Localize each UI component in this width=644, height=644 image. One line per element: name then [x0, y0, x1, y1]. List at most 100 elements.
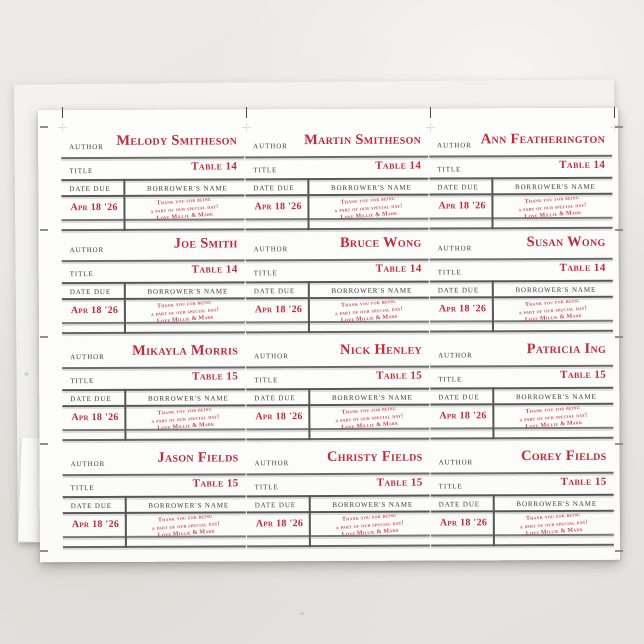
rule-line — [61, 331, 245, 335]
library-card: Nick Henley AUTHOR TITLE Table 15 DATE D… — [246, 337, 430, 445]
date-due-value: Apr 18 '26 — [439, 517, 488, 529]
guest-name: Joe Smith — [173, 235, 238, 252]
rule-line — [430, 364, 614, 368]
rule-line — [62, 438, 246, 442]
library-card: Corey Fields AUTHOR TITLE Table 15 DATE … — [430, 443, 614, 551]
rule-line — [430, 436, 614, 440]
table-number: Table 14 — [375, 262, 422, 275]
crop-dash-icon — [40, 550, 48, 552]
date-due-value: Apr 18 '26 — [71, 411, 119, 424]
crop-dash-icon — [40, 126, 48, 128]
rule-line — [61, 156, 245, 160]
borrowers-name-label: BORROWER'S NAME — [330, 183, 412, 192]
rule-line — [246, 387, 430, 391]
table-number: Table 15 — [560, 368, 607, 381]
date-due-label: DATE DUE — [70, 394, 112, 404]
rule-line — [245, 258, 429, 262]
thank-you-stamp: Thank you for being a part of our specia… — [127, 194, 242, 225]
rule-line — [245, 155, 429, 159]
library-card: Susan Wong AUTHOR TITLE Table 14 DATE DU… — [429, 229, 614, 337]
title-label: TITLE — [69, 167, 94, 176]
borrowers-name-label: BORROWER'S NAME — [148, 501, 230, 510]
library-card: Ann Featherington AUTHOR TITLE Table 14 … — [429, 126, 613, 230]
rule-line — [429, 176, 613, 180]
author-label: AUTHOR — [253, 245, 289, 254]
column-divider — [123, 178, 126, 231]
title-label: TITLE — [254, 376, 279, 385]
guest-name: Corey Fields — [521, 447, 607, 465]
rule-line — [430, 493, 614, 497]
rule-line — [429, 154, 613, 158]
library-card: Jason Fields AUTHOR TITLE Table 15 DATE … — [62, 444, 246, 552]
thank-you-stamp: Thank you for being a part of our specia… — [495, 193, 610, 224]
rule-line — [245, 177, 429, 181]
date-due-label: DATE DUE — [254, 394, 296, 403]
author-label: AUTHOR — [70, 459, 106, 469]
borrowers-name-label: BORROWER'S NAME — [331, 393, 413, 402]
crop-dash-icon — [615, 336, 623, 338]
guest-name: Mikayla Morris — [132, 342, 239, 359]
cards-grid: Melody Smitheson AUTHOR TITLE Table 14 D… — [61, 126, 615, 552]
rule-line — [246, 365, 430, 369]
thank-you-stamp: Thank you for being a part of our specia… — [312, 511, 427, 542]
date-due-value: Apr 18 '26 — [255, 518, 304, 530]
thank-you-stamp: Thank you for being a part of our specia… — [495, 296, 610, 327]
column-divider — [492, 494, 495, 547]
library-card: Christy Fields AUTHOR TITLE Table 15 DAT… — [246, 444, 430, 552]
title-label: TITLE — [70, 377, 95, 386]
library-card: Martin Smitheson AUTHOR TITLE Table 14 D… — [245, 127, 429, 231]
table-number: Table 15 — [192, 370, 239, 383]
rule-line — [246, 544, 430, 548]
rule-line — [245, 280, 429, 284]
rule-line — [429, 279, 613, 283]
author-label: AUTHOR — [438, 351, 473, 360]
rule-line — [245, 330, 429, 334]
author-label: AUTHOR — [438, 458, 474, 467]
table-number: Table 15 — [376, 369, 423, 382]
rule-line — [430, 471, 614, 475]
registration-plus-icon — [58, 123, 67, 132]
place-cards-sheet: Melody Smitheson AUTHOR TITLE Table 14 D… — [38, 107, 620, 563]
guest-name: Patricia Ing — [526, 340, 607, 358]
rule-line — [61, 259, 245, 263]
column-divider — [491, 177, 494, 230]
library-card: Joe Smith AUTHOR TITLE Table 14 DATE DUE… — [61, 230, 246, 338]
crop-tick-icon — [614, 107, 615, 118]
table-number: Table 14 — [559, 261, 606, 274]
crop-dash-icon — [40, 336, 48, 338]
borrowers-name-label: BORROWER'S NAME — [516, 499, 598, 509]
date-due-value: Apr 18 '26 — [254, 304, 303, 316]
date-due-value: Apr 18 '26 — [254, 201, 302, 213]
author-label: AUTHOR — [254, 352, 289, 361]
column-divider — [491, 280, 494, 333]
texture-speck — [300, 612, 304, 615]
library-card: Patricia Ing AUTHOR TITLE Table 15 DATE … — [430, 336, 614, 444]
author-label: AUTHOR — [437, 141, 472, 150]
borrowers-name-label: BORROWER'S NAME — [332, 500, 414, 509]
borrowers-name-label: BORROWER'S NAME — [514, 182, 596, 192]
author-label: AUTHOR — [254, 459, 290, 468]
title-label: TITLE — [437, 165, 462, 174]
borrowers-name-label: BORROWER'S NAME — [331, 286, 413, 295]
rule-line — [430, 543, 614, 547]
date-due-label: DATE DUE — [253, 184, 295, 193]
date-due-label: DATE DUE — [253, 287, 296, 296]
thank-you-stamp: Thank you for being a part of our specia… — [127, 297, 242, 328]
rule-line — [62, 495, 246, 499]
thank-you-stamp: Thank you for being a part of our specia… — [128, 511, 243, 542]
borrowers-name-label: BORROWER'S NAME — [147, 287, 229, 296]
library-card: Bruce Wong AUTHOR TITLE Table 14 DATE DU… — [245, 230, 430, 338]
author-label: AUTHOR — [437, 244, 473, 253]
guest-name: Jason Fields — [157, 449, 239, 466]
column-divider — [307, 178, 310, 231]
rule-line — [430, 386, 614, 390]
table-number: Table 15 — [560, 475, 607, 488]
title-label: TITLE — [70, 484, 95, 493]
texture-speck — [592, 458, 595, 461]
rule-line — [246, 472, 430, 476]
table-number: Table 14 — [191, 263, 238, 276]
crop-tick-icon — [62, 107, 63, 118]
registration-plus-icon — [242, 123, 251, 132]
date-due-label: DATE DUE — [254, 501, 296, 510]
